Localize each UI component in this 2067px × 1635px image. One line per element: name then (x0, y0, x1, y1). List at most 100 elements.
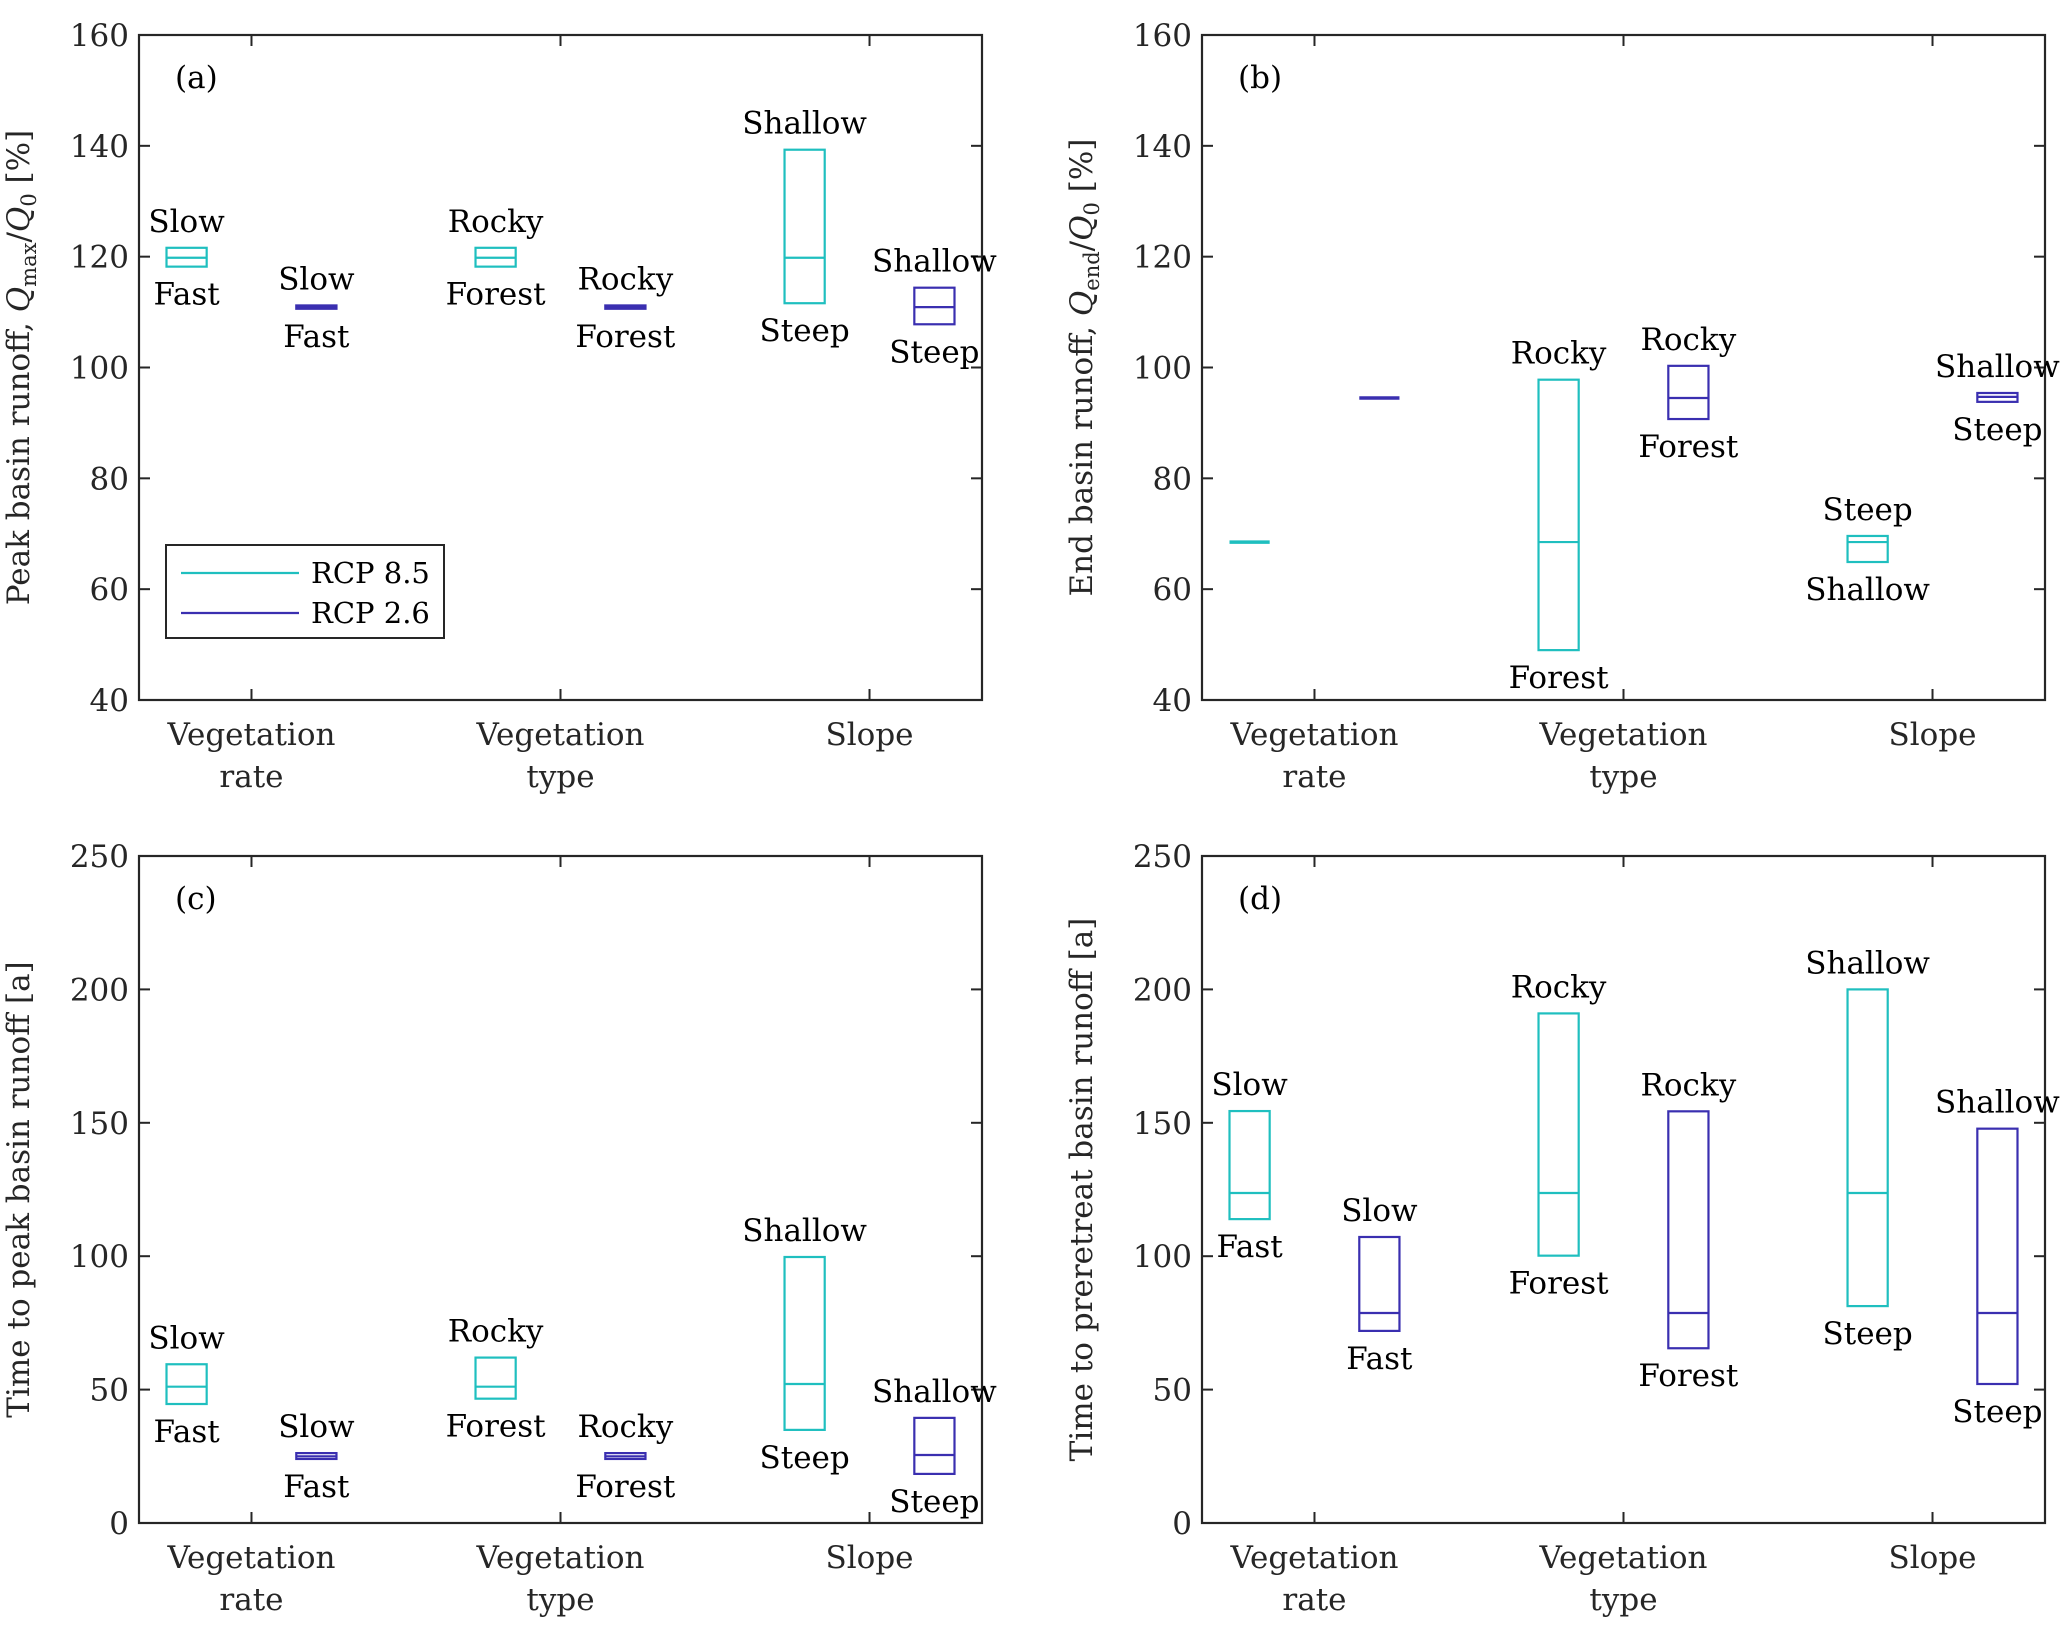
box-rcp85: Slow Fast (148, 1320, 225, 1450)
x-tick-label: Vegetation (475, 717, 644, 753)
panel-tag: (b) (1238, 60, 1282, 96)
box-top-label: Rocky (1511, 969, 1607, 1005)
y-axis-label: Time to preretreat basin runoff [a] (1064, 918, 1100, 1462)
panel-tag: (d) (1238, 881, 1282, 917)
box-bottom-label: Fast (153, 1414, 220, 1450)
x-tick-label: Vegetation (1538, 1540, 1707, 1576)
panel-tag: (a) (175, 60, 218, 96)
y-tick-label: 100 (1133, 1239, 1192, 1275)
y-tick-label: 140 (1133, 129, 1192, 165)
box-bottom-label: Forest (1638, 1358, 1739, 1394)
box-rect (1846, 534, 1889, 564)
y-tick-label: 60 (90, 572, 129, 608)
y-tick-label: 80 (1153, 461, 1192, 497)
box-top-label: Shallow (872, 1374, 997, 1410)
y-tick-label: 140 (70, 129, 129, 165)
y-tick-label: 150 (70, 1106, 129, 1142)
box-rcp26: Rocky Forest (1638, 322, 1739, 465)
box-rcp85: Steep Shallow (1805, 492, 1930, 608)
axes-frame (137, 854, 984, 1525)
box-rect (1228, 1109, 1271, 1221)
y-tick-label: 80 (90, 461, 129, 497)
box-bottom-label: Forest (446, 277, 547, 313)
panel-tag: (c) (175, 881, 217, 917)
box-bottom-label: Fast (283, 319, 350, 355)
box-top-label: Shallow (742, 1213, 867, 1249)
box-bottom-label: Fast (1346, 1341, 1413, 1377)
y-tick-label: 120 (70, 240, 129, 276)
box-bottom-label: Steep (889, 1484, 979, 1520)
box-rcp85: Rocky Forest (446, 1314, 547, 1445)
x-tick-label: Vegetation (166, 717, 335, 753)
legend: RCP 8.5 RCP 2.6 (165, 544, 445, 639)
y-axis-label: Peak basin runoff, Qmax/Q0 [%] (1, 130, 41, 605)
box-bottom-label: Forest (1638, 429, 1739, 465)
panel-b: 40 60 80 100 120 140 160 Vegetation rate Vegetati… (1064, 18, 2060, 795)
box-top-label: Rocky (1641, 1067, 1737, 1103)
box-top-label: Shallow (872, 244, 997, 280)
box-top-label: Shallow (742, 106, 867, 142)
x-tick-label: type (1589, 759, 1657, 795)
box-rect (1667, 1110, 1710, 1350)
panel-c: 0 50 100 150 200 250 Vegetation rate Vegetation t… (1, 839, 997, 1618)
box-top-label: Slow (148, 1320, 225, 1356)
box-bottom-label: Steep (1952, 412, 2042, 448)
box-rcp85: Slow Fast (148, 204, 225, 313)
x-tick-label: Slope (826, 717, 914, 753)
box-top-label: Rocky (578, 1409, 674, 1445)
x-tick-label: Vegetation (1229, 717, 1398, 753)
box-rcp26: Shallow Steep (1935, 349, 2060, 448)
panel-a: 40 60 80 100 120 140 160 Vegetation rate Vegetati… (1, 18, 997, 795)
y-tick-label: 50 (1153, 1373, 1192, 1409)
box-top-label: Slow (1211, 1067, 1288, 1103)
box-bottom-label: Fast (283, 1469, 350, 1505)
box-rcp26: Rocky Forest (575, 1409, 676, 1505)
box-rcp85: Shallow Steep (742, 1213, 867, 1476)
box-rcp85: Shallow Steep (742, 106, 867, 350)
y-tick-label: 60 (1153, 572, 1192, 608)
box-rect (474, 1356, 517, 1400)
panel-d: 0 50 100 150 200 250 Vegetation rate Vegetation t… (1064, 839, 2060, 1618)
box-rcp26: Slow Fast (278, 1409, 355, 1505)
box-bottom-label: Forest (1509, 660, 1610, 696)
box-rcp85: Shallow Steep (1805, 945, 1930, 1352)
box-bottom-label: Fast (153, 277, 220, 313)
box-bottom-label: Shallow (1805, 572, 1930, 608)
x-tick-label: rate (219, 759, 283, 795)
box-top-label: Slow (1341, 1193, 1418, 1229)
y-tick-label: 200 (70, 972, 129, 1008)
y-tick-label: 50 (90, 1373, 129, 1409)
y-tick-label: 100 (70, 351, 129, 387)
box-bottom-label: Forest (1509, 1266, 1610, 1302)
box-rcp85: Rocky Forest (1509, 336, 1610, 696)
y-axis-label: Time to peak basin runoff [a] (1, 961, 37, 1417)
box-rect (1667, 364, 1710, 421)
x-tick-label: Vegetation (1229, 1540, 1398, 1576)
y-tick-label: 40 (1153, 683, 1192, 719)
box-rcp26: Slow Fast (1341, 1193, 1418, 1377)
box-rect (1537, 378, 1580, 652)
x-tick-label: type (526, 1582, 594, 1618)
box-rcp26: Slow Fast (278, 261, 355, 354)
y-tick-label: 40 (90, 683, 129, 719)
box-top-label: Rocky (448, 1314, 544, 1350)
x-tick-label: rate (219, 1582, 283, 1618)
box-bottom-label: Steep (1952, 1394, 2042, 1430)
box-rcp26: Shallow Steep (872, 244, 997, 371)
box-rect (913, 1416, 956, 1476)
box-top-label: Rocky (448, 204, 544, 240)
box-rect (165, 1363, 208, 1406)
box-rcp26: Rocky Forest (1638, 1067, 1739, 1394)
y-tick-label: 150 (1133, 1106, 1192, 1142)
box-rect (1537, 1012, 1580, 1257)
legend-box (165, 544, 445, 639)
box-bottom-label: Steep (889, 334, 979, 370)
box-top-label: Rocky (1511, 336, 1607, 372)
x-tick-label: Vegetation (1538, 717, 1707, 753)
x-tick-label: Slope (826, 1540, 914, 1576)
legend-label-rcp85: RCP 8.5 (311, 556, 430, 590)
x-tick-label: Slope (1889, 717, 1977, 753)
y-tick-label: 160 (70, 18, 129, 54)
x-tick-label: type (526, 759, 594, 795)
box-rcp85: Rocky Forest (1509, 969, 1610, 1301)
